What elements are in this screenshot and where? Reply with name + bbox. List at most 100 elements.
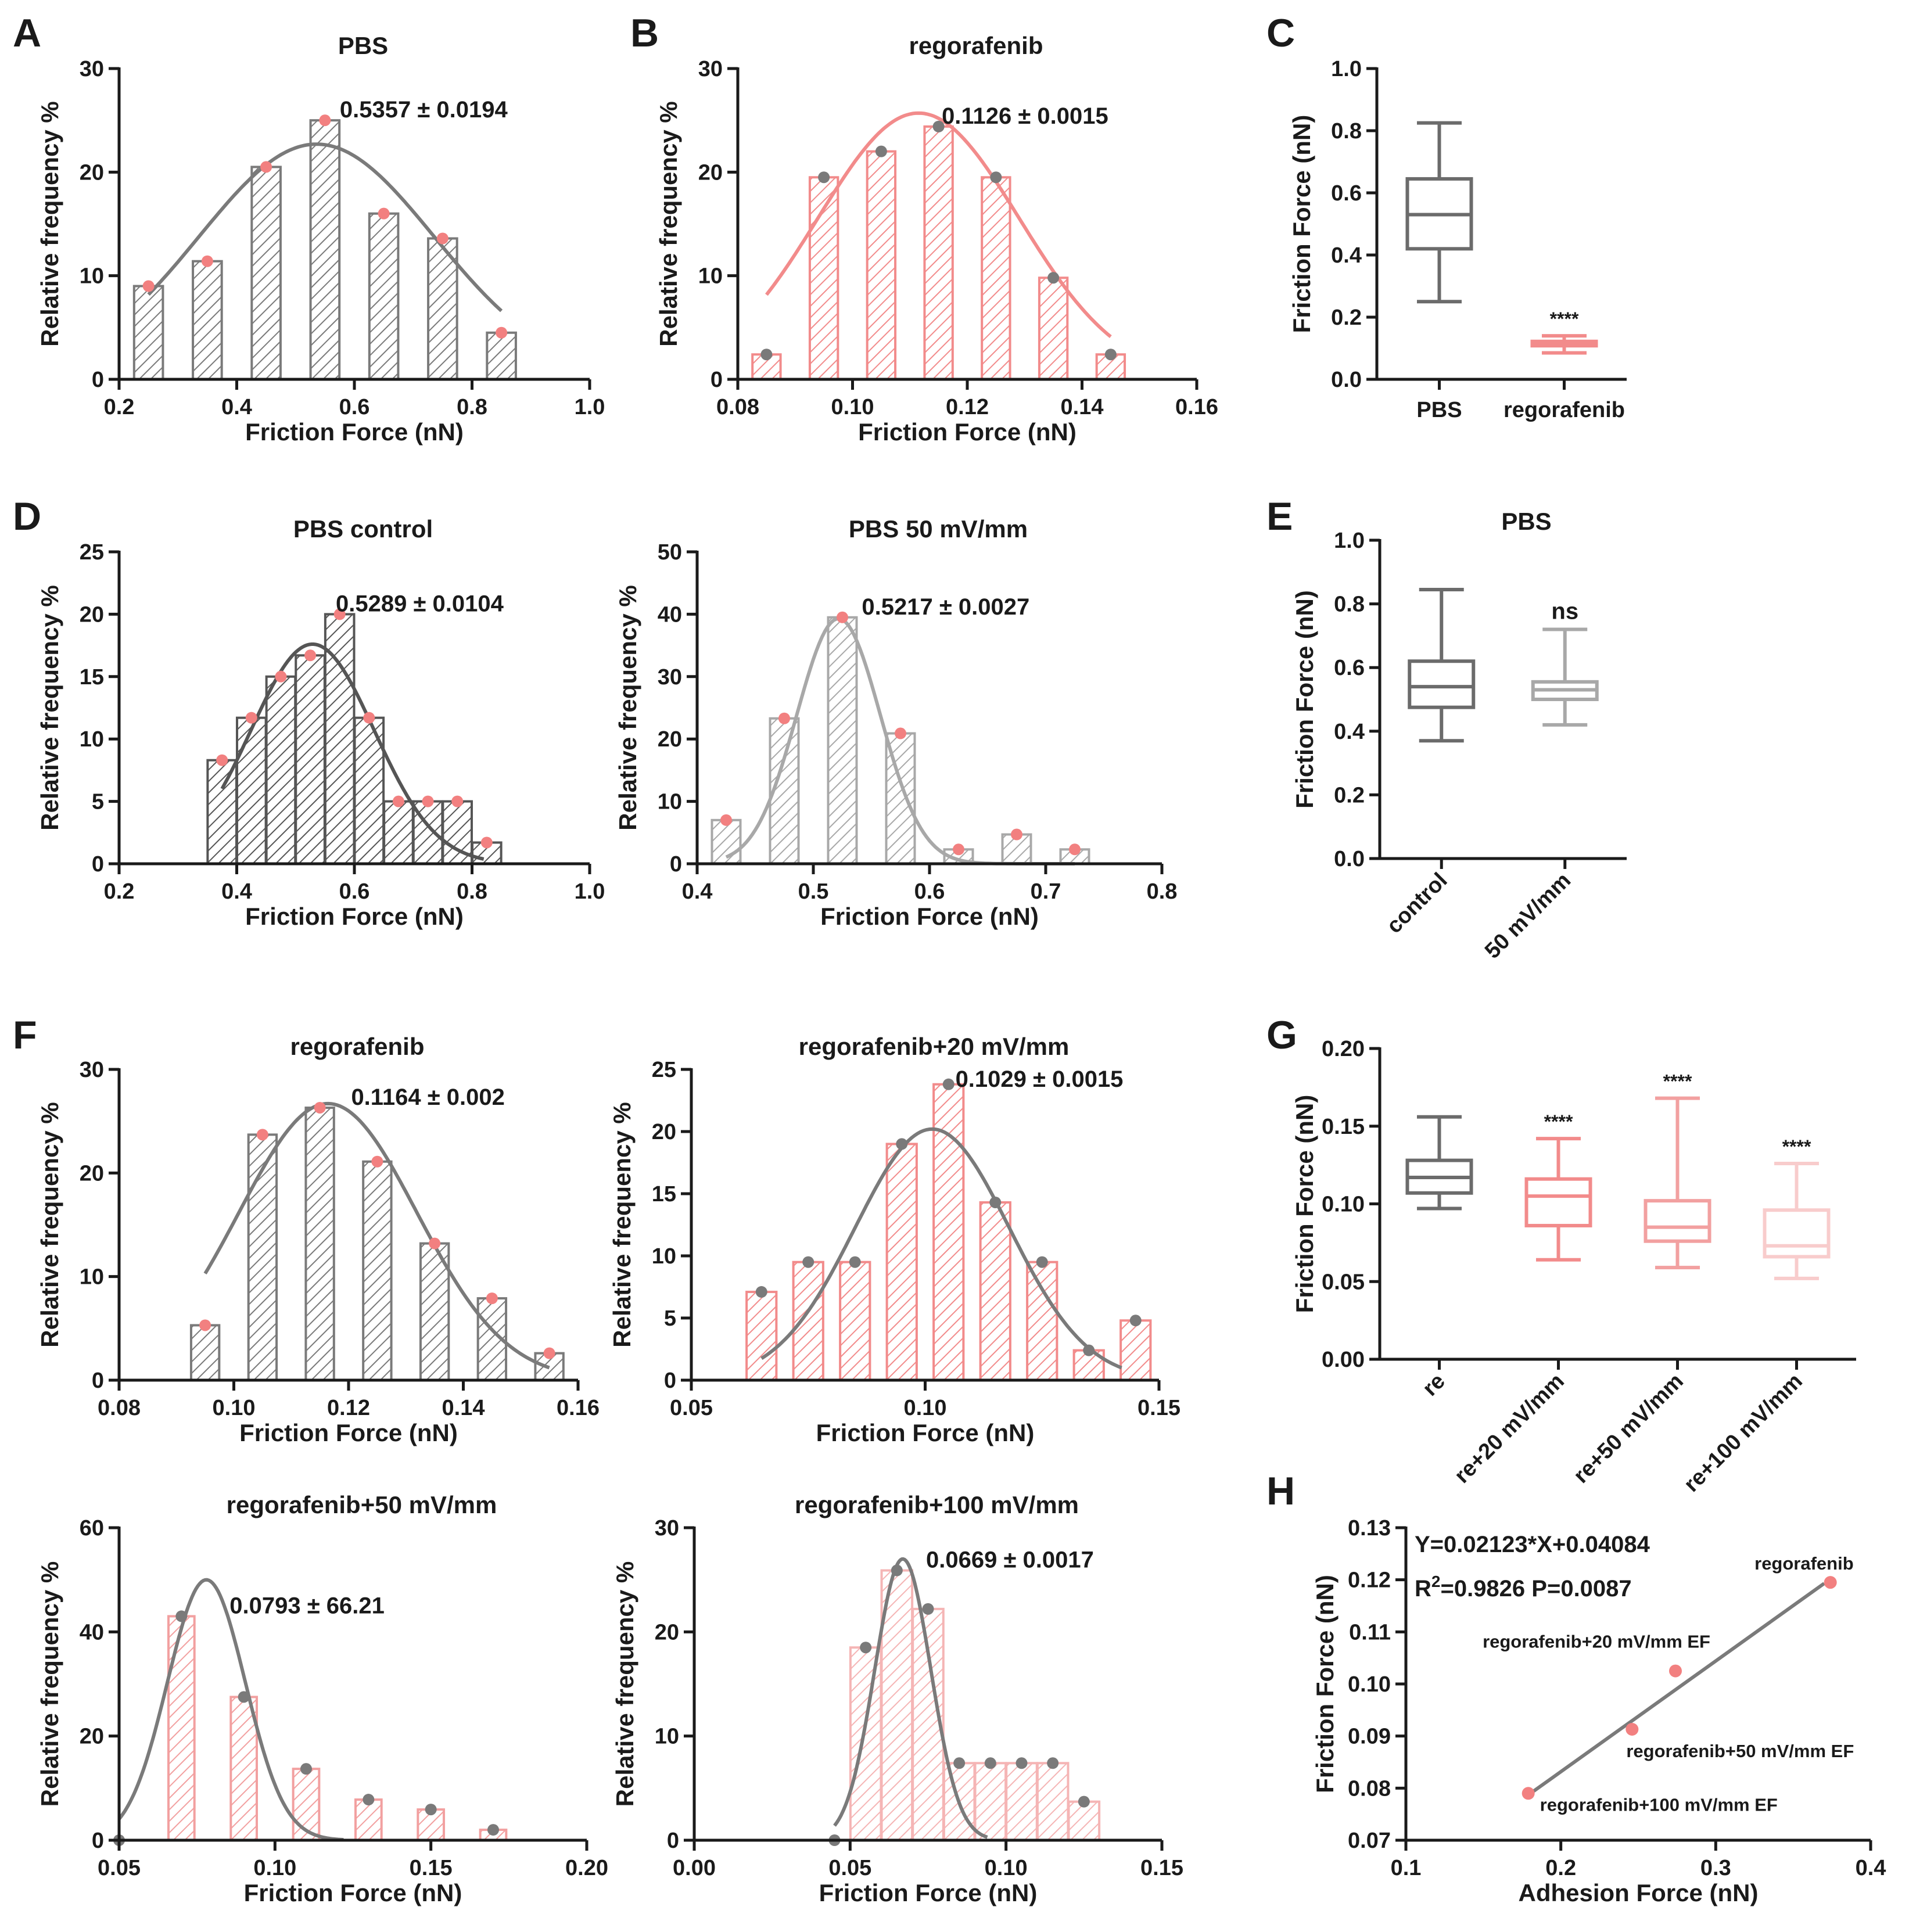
chart-title: PBS [1501, 508, 1551, 535]
x-tick-label: 0.16 [1175, 395, 1218, 419]
y-tick-label: 0.12 [1348, 1568, 1391, 1593]
chart-title: PBS control [293, 515, 433, 543]
frequency-marker [1036, 1256, 1048, 1268]
chart-title: regorafenib [909, 32, 1043, 59]
scatter-point [1824, 1576, 1837, 1589]
y-tick-label: 25 [80, 540, 104, 565]
x-axis-label: Friction Force (nN) [245, 903, 464, 930]
histogram-bar [974, 1762, 1007, 1841]
frequency-marker [1047, 1757, 1059, 1769]
histogram-bar [1036, 1762, 1070, 1841]
gaussian-fit-curve [147, 142, 503, 313]
frequency-marker [496, 326, 508, 339]
x-tick-label: 0.15 [410, 1856, 453, 1880]
chart-title: PBS [338, 32, 388, 59]
frequency-marker [860, 1642, 872, 1654]
group-label: PBS [1416, 398, 1462, 422]
frequency-marker [429, 1237, 441, 1249]
gaussian-fit-curve [220, 642, 485, 861]
x-axis-label: Friction Force (nN) [245, 418, 464, 446]
y-axis-label: Relative frequency % [655, 101, 682, 347]
y-tick-label: 0 [92, 368, 104, 392]
y-tick-label: 0.8 [1331, 119, 1362, 143]
x-axis-label: Friction Force (nN) [244, 1879, 462, 1906]
x-tick-label: 0.08 [716, 395, 759, 419]
y-tick-label: 30 [658, 665, 682, 690]
frequency-marker [422, 795, 434, 807]
frequency-marker [333, 608, 346, 620]
frequency-marker [392, 795, 404, 807]
y-tick-label: 1.0 [1334, 529, 1365, 553]
y-tick-label: 10 [655, 1725, 679, 1749]
y-tick-label: 0.15 [1322, 1115, 1365, 1139]
panel-letter-h: H [1266, 1469, 1295, 1513]
fit-annotation: 0.0793 ± 66.21 [229, 1593, 385, 1618]
x-tick-label: 0.08 [98, 1396, 141, 1420]
y-axis-label: Relative frequency % [608, 1102, 636, 1348]
histogram-bar [1038, 276, 1069, 380]
point-label: regorafenib+20 mV/mm EF [1483, 1632, 1710, 1652]
y-axis-label: Friction Force (nN) [1291, 590, 1318, 809]
frequency-marker [1069, 843, 1081, 856]
x-tick-label: 1.0 [575, 395, 605, 419]
group-label: regorafenib [1503, 398, 1625, 422]
frequency-marker [300, 1763, 312, 1775]
frequency-marker [755, 1286, 767, 1298]
frequency-marker [1047, 272, 1060, 284]
panel-letter-g: G [1266, 1013, 1297, 1057]
frequency-marker [896, 1138, 908, 1150]
frequency-marker [760, 349, 773, 361]
y-tick-label: 0.2 [1331, 306, 1362, 330]
panel-b: 0 10 20 30 0.08 0.10 0.12 0.14 0.16 Friction Forc… [655, 32, 1218, 446]
x-tick-label: 0.6 [339, 395, 370, 419]
frequency-marker [989, 1196, 1002, 1208]
panel-letter-a: A [13, 11, 41, 55]
histogram-bar [1005, 1762, 1038, 1841]
histogram-bar [839, 1261, 871, 1381]
frequency-marker [922, 1603, 934, 1615]
panel-h: 0.07 0.08 0.09 0.10 0.11 0.12 0.13 0.1 0.2 0.3 0.4… [1311, 1516, 1886, 1906]
frequency-marker [216, 754, 228, 766]
frequency-marker [849, 1256, 861, 1268]
frequency-marker [175, 1610, 188, 1622]
frequency-marker [260, 161, 272, 173]
y-tick-label: 15 [652, 1182, 676, 1206]
y-tick-label: 10 [80, 727, 104, 752]
box-iqr [1524, 1177, 1592, 1227]
point-label: regorafenib+50 mV/mm EF [1626, 1741, 1854, 1761]
y-tick-label: 0.10 [1322, 1193, 1365, 1217]
x-tick-label: 0.14 [1061, 395, 1104, 419]
box-group: ns [1531, 598, 1599, 727]
gaussian-fit-curve [203, 1101, 550, 1370]
x-tick-label: 0.8 [457, 395, 487, 419]
x-tick-label: 0.5 [798, 879, 829, 904]
frequency-marker [425, 1804, 437, 1816]
gaussian-fit-curve [760, 1127, 1122, 1370]
x-tick-label: 0.05 [828, 1856, 871, 1880]
histogram-bar [247, 1133, 278, 1381]
y-tick-label: 20 [652, 1120, 676, 1144]
y-tick-label: 0.8 [1334, 592, 1365, 617]
y-tick-label: 5 [664, 1306, 676, 1331]
y-tick-label: 25 [652, 1058, 676, 1082]
frequency-marker [895, 727, 906, 739]
frequency-marker [778, 712, 790, 724]
y-axis-label: Relative frequency % [36, 1561, 63, 1807]
histogram-bar [354, 1798, 383, 1842]
x-tick-label: 0.05 [670, 1396, 713, 1420]
panel-f4: 0 10 20 30 0.00 0.05 0.10 0.15 Friction Force (n… [611, 1491, 1183, 1906]
histogram-bar [236, 716, 267, 865]
box-group: **** [1644, 1071, 1711, 1270]
y-tick-label: 40 [658, 602, 682, 627]
y-tick-label: 0.05 [1322, 1270, 1365, 1294]
x-tick-label: 0.2 [1545, 1856, 1576, 1880]
y-axis-label: Friction Force (nN) [1288, 115, 1315, 333]
histogram-bar [923, 125, 954, 380]
histogram-bar [981, 176, 1011, 380]
y-tick-label: 15 [80, 665, 104, 690]
y-tick-label: 0.07 [1348, 1829, 1391, 1853]
chart-title: regorafenib+50 mV/mm [227, 1491, 497, 1518]
y-tick-label: 0.0 [1334, 847, 1365, 871]
y-tick-label: 0 [92, 1829, 104, 1853]
